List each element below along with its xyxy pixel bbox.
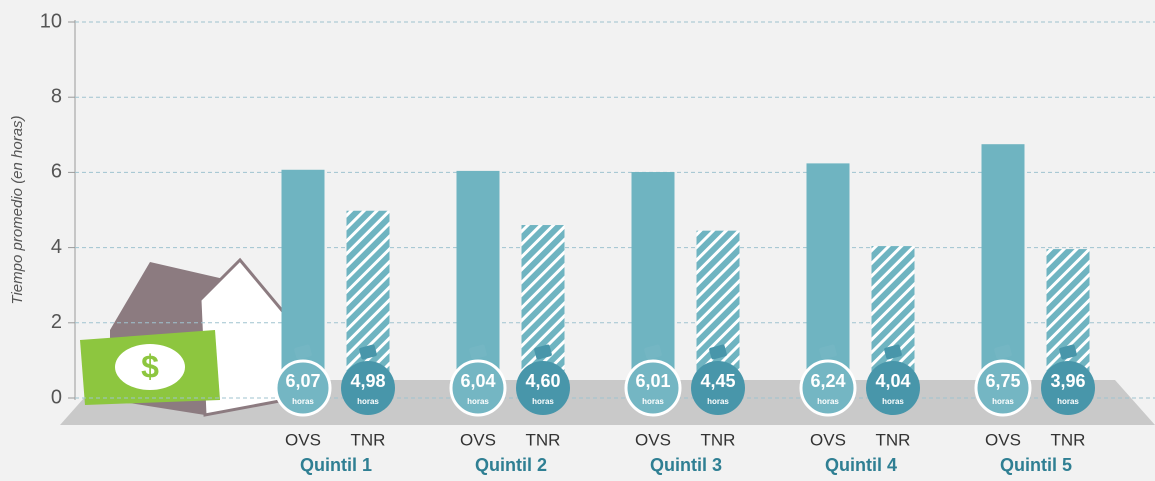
stopwatch-knob bbox=[994, 344, 1012, 360]
series-label: TNR bbox=[1051, 430, 1086, 449]
series-label: TNR bbox=[351, 430, 386, 449]
bubble bbox=[974, 359, 1032, 417]
stopwatch-knob bbox=[359, 344, 377, 360]
value-label: 4,45 bbox=[700, 371, 735, 391]
unit-label: horas bbox=[357, 397, 379, 406]
series-label: OVS bbox=[985, 430, 1021, 449]
bubble bbox=[341, 361, 395, 415]
stopwatch-knob bbox=[469, 344, 487, 360]
value-label: 4,98 bbox=[350, 371, 385, 391]
value-label: 6,07 bbox=[285, 371, 320, 391]
category-label: Quintil 2 bbox=[475, 455, 547, 475]
series-label: TNR bbox=[876, 430, 911, 449]
stopwatch-knob bbox=[709, 344, 727, 360]
series-label: TNR bbox=[526, 430, 561, 449]
series-label: TNR bbox=[701, 430, 736, 449]
y-tick-label: 8 bbox=[51, 85, 62, 107]
stopwatch-knob bbox=[294, 344, 312, 360]
stopwatch-knob bbox=[819, 344, 837, 360]
unit-label: horas bbox=[817, 397, 839, 406]
unit-label: horas bbox=[992, 397, 1014, 406]
value-label: 4,60 bbox=[525, 371, 560, 391]
value-label: 3,96 bbox=[1050, 371, 1085, 391]
bubble bbox=[516, 361, 570, 415]
unit-label: horas bbox=[292, 397, 314, 406]
value-label: 6,04 bbox=[460, 371, 495, 391]
bubble bbox=[624, 359, 682, 417]
y-tick-label: 10 bbox=[40, 10, 62, 32]
series-label: OVS bbox=[285, 430, 321, 449]
y-tick-label: 4 bbox=[51, 236, 62, 258]
series-label: OVS bbox=[460, 430, 496, 449]
category-label: Quintil 1 bbox=[300, 455, 372, 475]
stopwatch-knob bbox=[884, 344, 902, 360]
stopwatch-knob bbox=[644, 344, 662, 360]
stopwatch-knob bbox=[1059, 344, 1077, 360]
bar bbox=[806, 163, 850, 398]
y-axis-title: Tiempo promedio (en horas) bbox=[9, 115, 26, 304]
bubble bbox=[1041, 361, 1095, 415]
bubble bbox=[866, 361, 920, 415]
unit-label: horas bbox=[532, 397, 554, 406]
unit-label: horas bbox=[707, 397, 729, 406]
bubble bbox=[799, 359, 857, 417]
unit-label: horas bbox=[1057, 397, 1079, 406]
category-label: Quintil 3 bbox=[650, 455, 722, 475]
y-tick-label: 0 bbox=[51, 386, 62, 408]
y-tick-label: 2 bbox=[51, 311, 62, 333]
series-label: OVS bbox=[635, 430, 671, 449]
unit-label: horas bbox=[642, 397, 664, 406]
value-label: 6,01 bbox=[635, 371, 670, 391]
category-label: Quintil 4 bbox=[825, 455, 897, 475]
bubble bbox=[691, 361, 745, 415]
bubble bbox=[449, 359, 507, 417]
house-icon: $ bbox=[80, 257, 292, 417]
y-tick-label: 6 bbox=[51, 161, 62, 183]
svg-text:$: $ bbox=[141, 348, 159, 384]
value-label: 6,75 bbox=[985, 371, 1020, 391]
unit-label: horas bbox=[467, 397, 489, 406]
stopwatch-knob bbox=[534, 344, 552, 360]
value-label: 6,24 bbox=[810, 371, 845, 391]
value-label: 4,04 bbox=[875, 371, 910, 391]
series-label: OVS bbox=[810, 430, 846, 449]
category-label: Quintil 5 bbox=[1000, 455, 1072, 475]
unit-label: horas bbox=[882, 397, 904, 406]
bubble bbox=[274, 359, 332, 417]
